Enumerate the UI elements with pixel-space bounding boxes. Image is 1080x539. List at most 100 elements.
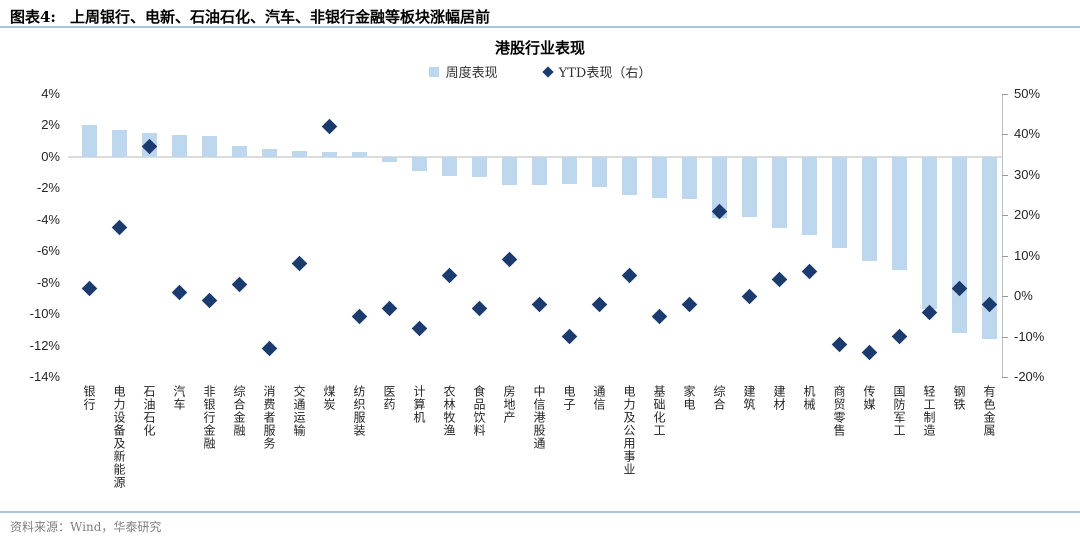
bar-综合	[711, 156, 727, 219]
y-axis-label-left: 4%	[41, 86, 60, 101]
bar-计算机	[411, 156, 427, 172]
ytd-marker-国防军工	[891, 328, 907, 345]
right-axis-tick	[1002, 215, 1008, 217]
bar-电子	[561, 156, 577, 184]
y-axis-label-left: -10%	[29, 306, 60, 322]
x-axis-label: 传媒	[862, 385, 876, 411]
ytd-marker-房地产	[501, 251, 517, 268]
ytd-marker-纺织服装	[351, 308, 367, 325]
y-axis-label-left: -6%	[36, 243, 60, 259]
ytd-marker-非银行金融	[201, 292, 217, 308]
ytd-marker-建筑	[741, 288, 757, 304]
x-axis-label: 电力设备及新能源	[112, 385, 126, 489]
bar-通信	[591, 156, 607, 187]
x-axis-label: 中信港股通	[532, 385, 546, 450]
bar-房地产	[501, 156, 517, 186]
x-axis-label: 石油石化	[142, 385, 156, 437]
x-axis-label: 非银行金融	[202, 385, 216, 450]
chart-title: 港股行业表现	[494, 39, 585, 57]
bar-家电	[681, 156, 697, 200]
bar-纺织服装	[351, 152, 367, 157]
x-axis-label: 建筑	[742, 385, 756, 411]
ytd-marker-综合金融	[231, 276, 247, 292]
bar-煤炭	[321, 152, 337, 157]
x-axis-label: 通信	[592, 385, 606, 411]
bar-series-swatch-icon	[428, 66, 439, 77]
x-axis-label: 综合金融	[232, 385, 246, 437]
x-axis-label: 电子	[562, 385, 576, 411]
y-axis-label-right: -20%	[1014, 369, 1045, 384]
x-axis-label: 计算机	[412, 385, 426, 424]
legend-item-ytd: YTD表现（右）	[541, 62, 652, 81]
ytd-marker-电子	[561, 328, 577, 345]
y-axis-label-left: -2%	[36, 180, 60, 196]
ytd-marker-银行	[81, 280, 97, 296]
x-axis-label: 农林牧渔	[442, 385, 456, 437]
y-axis-label-right: 50%	[1014, 86, 1041, 101]
ytd-marker-基础化工	[651, 308, 667, 325]
bar-中信港股通	[531, 156, 547, 186]
ytd-marker-电力及公用事业	[621, 268, 637, 284]
right-axis-tick	[1002, 134, 1008, 136]
x-axis-label: 综合	[712, 385, 726, 411]
header-divider	[0, 26, 1080, 28]
bar-汽车	[171, 134, 187, 157]
y-axis-label-left: -4%	[36, 211, 60, 227]
ytd-marker-交通运输	[291, 256, 307, 272]
y-axis-label-right: 40%	[1014, 126, 1041, 142]
legend-item-weekly: 周度表现	[428, 62, 498, 81]
x-axis-label: 国防军工	[892, 385, 906, 437]
ytd-marker-传媒	[861, 344, 877, 361]
bar-传媒	[861, 156, 877, 261]
y-axis-label-right: 30%	[1014, 166, 1041, 182]
bar-机械	[801, 156, 817, 236]
bar-电力设备及新能源	[111, 130, 127, 157]
x-axis-label: 消费者服务	[262, 385, 276, 450]
bar-商贸零售	[831, 156, 847, 249]
bar-基础化工	[651, 156, 667, 198]
x-axis-label: 建材	[772, 385, 786, 411]
bar-建材	[771, 156, 787, 228]
right-axis-tick	[1002, 174, 1008, 176]
footer-divider	[0, 511, 1080, 513]
ytd-marker-建材	[771, 272, 787, 288]
legend-ytd-label: YTD表现（右）	[558, 66, 652, 81]
right-axis-tick	[1002, 255, 1008, 257]
source-note: 资料来源：Wind，华泰研究	[10, 520, 162, 534]
bar-银行	[81, 125, 97, 157]
x-axis-label: 医药	[382, 385, 396, 411]
ytd-marker-通信	[591, 296, 607, 312]
y-axis-label-left: 2%	[41, 117, 60, 133]
y-axis-label-left: -14%	[29, 369, 60, 384]
ytd-marker-机械	[801, 264, 817, 280]
bar-电力及公用事业	[621, 156, 637, 195]
x-axis-label: 钢铁	[952, 385, 966, 411]
right-axis-tick	[1002, 377, 1008, 378]
plot-area: 4% 2% 0% -2% -4% -6% -8% -10% -12% -14% 50% 40% 30% 2…	[30, 86, 1045, 489]
chart-legend: 周度表现 YTD表现（右）	[0, 62, 1080, 81]
bar-非银行金融	[201, 136, 217, 157]
bar-轻工制造	[921, 156, 937, 310]
bar-综合金融	[231, 145, 247, 157]
right-axis-line	[1002, 94, 1003, 377]
x-axis-label: 食品饮料	[472, 385, 486, 437]
y-axis-label-right: -10%	[1014, 328, 1045, 344]
right-axis-tick	[1002, 336, 1008, 338]
figure-header: 图表4: 上周银行、电新、石油石化、汽车、非银行金融等板块涨幅居前	[10, 6, 1070, 27]
legend-weekly-label: 周度表现	[445, 66, 498, 81]
ytd-marker-家电	[681, 296, 697, 312]
x-axis-label: 轻工制造	[922, 385, 936, 437]
y-axis-label-right: 10%	[1014, 247, 1041, 263]
right-axis-tick	[1002, 296, 1008, 298]
y-axis-label-left: -8%	[36, 274, 60, 290]
ytd-marker-计算机	[411, 320, 427, 337]
x-axis-label: 煤炭	[322, 385, 336, 411]
ytd-marker-煤炭	[321, 118, 337, 135]
x-axis-label: 基础化工	[652, 385, 666, 437]
figure-title: 上周银行、电新、石油石化、汽车、非银行金融等板块涨幅居前	[69, 8, 490, 26]
x-axis-label: 汽车	[172, 385, 186, 411]
bar-钢铁	[951, 156, 967, 333]
ytd-marker-农林牧渔	[441, 268, 457, 284]
bar-国防军工	[891, 156, 907, 271]
